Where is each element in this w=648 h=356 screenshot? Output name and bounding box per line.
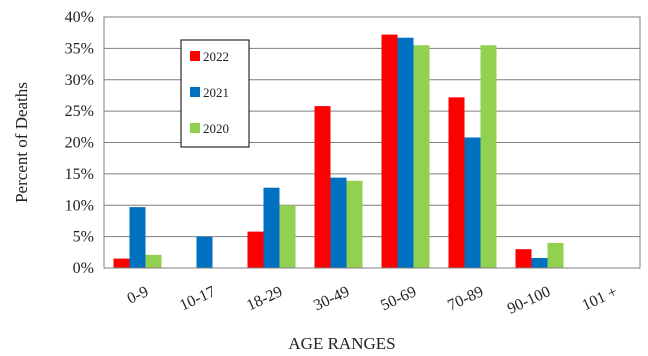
bar-2022-50_69	[381, 34, 398, 268]
legend-swatch-2021	[190, 87, 200, 97]
bar-2022-18_29	[247, 231, 264, 268]
x-tick-label: 101 +	[579, 283, 620, 314]
y-tick-label: 0%	[73, 260, 94, 277]
bar-2021-90_100	[531, 257, 548, 268]
bar-2020-70_89	[480, 45, 497, 268]
legend: 2022 2021 2020	[180, 39, 250, 148]
y-tick-label: 25%	[65, 103, 94, 120]
legend-label-2022: 2022	[203, 49, 229, 64]
bar-2021-10_17	[196, 236, 213, 268]
x-axis-title: AGE RANGES	[288, 334, 395, 353]
bar-2021-30_49	[330, 177, 347, 268]
bar-2020-30_49	[346, 180, 363, 268]
y-tick-label: 35%	[65, 40, 94, 57]
legend-label-2020: 2020	[203, 121, 229, 136]
legend-label-2021: 2021	[203, 85, 229, 100]
legend-swatch-2020	[190, 123, 200, 133]
bar-2021-18_29	[263, 187, 280, 268]
bars	[113, 34, 564, 268]
bar-2022-30_49	[314, 106, 331, 268]
bar-2020-90_100	[547, 242, 564, 268]
x-tick-label: 50-69	[378, 283, 419, 314]
x-tick-label: 70-89	[445, 283, 486, 314]
bar-2022-0_9	[113, 258, 130, 268]
y-axis-ticks: 0% 5% 10% 15% 20% 25% 30% 35% 40%	[65, 9, 94, 277]
y-tick-label: 30%	[65, 72, 94, 89]
x-axis-ticks: 0-9 10-17 18-29 30-49 50-69 70-89 90-100 101 +	[125, 283, 621, 318]
y-tick-label: 40%	[65, 9, 94, 26]
bar-2022-90_100	[515, 249, 532, 268]
bar-2021-50_69	[397, 37, 414, 268]
x-tick-label: 90-100	[505, 283, 553, 318]
y-tick-label: 20%	[65, 135, 94, 152]
x-tick-label: 10-17	[177, 283, 218, 314]
y-axis-title: Percent of Deaths	[12, 82, 31, 203]
x-tick-label: 30-49	[311, 283, 352, 314]
legend-swatch-2022	[190, 51, 200, 61]
bar-2021-0_9	[129, 207, 146, 268]
x-tick-label: 0-9	[125, 283, 152, 307]
bar-2020-18_29	[279, 205, 296, 268]
y-tick-label: 15%	[65, 166, 94, 183]
bar-2020-0_9	[145, 254, 162, 268]
y-tick-label: 10%	[65, 197, 94, 214]
bar-2020-50_69	[413, 45, 430, 268]
y-tick-label: 5%	[73, 229, 94, 246]
bar-2022-70_89	[448, 97, 465, 268]
bar-2021-70_89	[464, 137, 481, 268]
plot-frame	[103, 16, 641, 269]
x-tick-label: 18-29	[244, 283, 285, 314]
